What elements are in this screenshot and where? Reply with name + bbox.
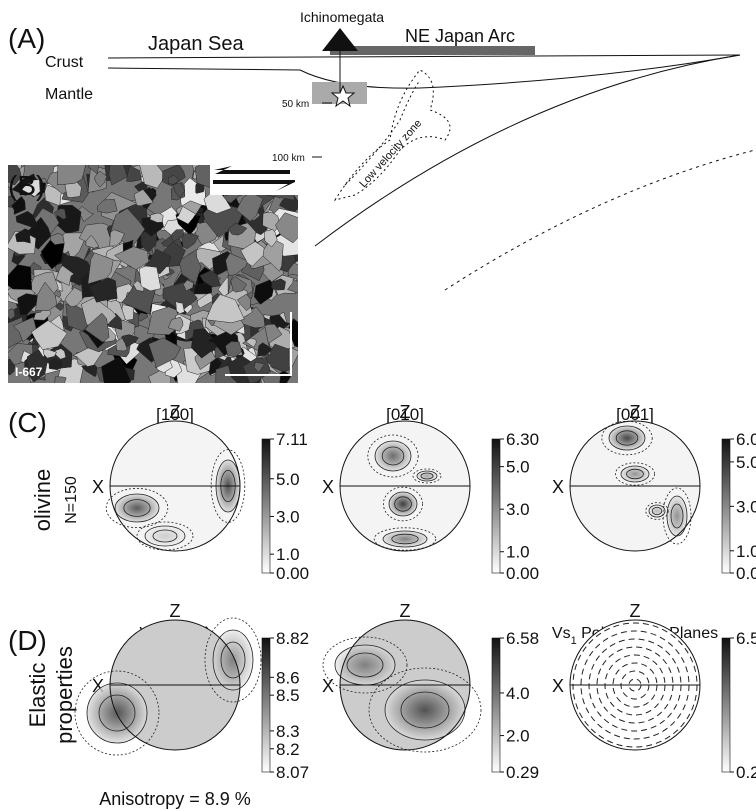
density-contour	[145, 526, 185, 546]
colorbar-label: 5.0	[506, 458, 530, 477]
colorbar-label: 0.29	[736, 763, 756, 782]
axis-label: Z	[630, 402, 641, 422]
panel-label: (C)	[8, 407, 47, 438]
moho	[108, 55, 740, 88]
colorbar-label: 5.0	[736, 453, 756, 472]
colorbar-label: 2.0	[506, 727, 530, 746]
density-contour	[385, 680, 465, 740]
axis-label: Z	[170, 601, 181, 621]
grain	[55, 377, 67, 388]
depth-label: 100 km	[272, 153, 305, 164]
axis-label: X	[552, 676, 564, 696]
zone-label: Low velocity zone	[357, 117, 424, 190]
colorbar	[492, 439, 500, 573]
density-contour	[667, 496, 687, 536]
title-part: Vs	[552, 625, 571, 642]
crust-top	[108, 55, 740, 58]
density-contour	[389, 492, 417, 516]
axis-label: Z	[400, 601, 411, 621]
axis-label: Z	[630, 601, 641, 621]
axis-label: X	[92, 477, 104, 497]
colorbar-label: 1.0	[506, 543, 530, 562]
colorbar-label: 3.0	[506, 500, 530, 519]
figure: (A) Ichinomegata Japan Sea NE Japan Arc …	[0, 0, 756, 811]
colorbar	[262, 638, 270, 772]
colorbar-label: 6.03	[736, 430, 756, 449]
density-contour	[375, 441, 411, 471]
panel-label: (D)	[8, 625, 47, 656]
density-contour	[417, 471, 437, 481]
row-label: properties	[52, 646, 77, 744]
panel-label: (B)	[8, 170, 45, 201]
layer-label: Mantle	[45, 86, 93, 103]
panel-label: (A)	[8, 23, 45, 54]
slab-bottom	[445, 150, 755, 290]
sample-label: I-667	[15, 365, 43, 379]
axis-label: Z	[170, 402, 181, 422]
colorbar-label: 1.0	[276, 545, 300, 564]
volcano-label: Ichinomegata	[300, 9, 384, 25]
colorbar-label: 5.0	[276, 470, 300, 489]
count-label: N=150	[63, 476, 80, 524]
colorbar-label: 8.2	[276, 740, 300, 759]
axis-label: X	[322, 477, 334, 497]
arc-bar	[330, 46, 535, 55]
density-contour	[621, 466, 649, 482]
axis-label: X	[322, 676, 334, 696]
colorbar-label: 8.07	[276, 763, 309, 782]
colorbar-label: 4.0	[506, 684, 530, 703]
panel-b: (B) I-667	[0, 148, 308, 397]
density-contour	[609, 426, 645, 450]
colorbar-label: 0.00	[276, 564, 309, 583]
anisotropy-label: Anisotropy = 8.9 %	[99, 789, 251, 809]
colorbar-label: 0.29	[506, 763, 539, 782]
colorbar-label: 8.5	[276, 686, 300, 705]
colorbar	[262, 439, 270, 573]
row-label: olivine	[30, 469, 55, 531]
colorbar-label: 8.6	[276, 668, 300, 687]
region-label: NE Japan Arc	[405, 26, 515, 46]
colorbar-label: 6.30	[506, 430, 539, 449]
colorbar-label: 1.0	[736, 542, 756, 561]
colorbar-label: 6.58	[506, 629, 539, 648]
volcano-icon	[322, 28, 358, 51]
colorbar-label: 3.0	[276, 507, 300, 526]
colorbar-label: 8.3	[276, 722, 300, 741]
colorbar-label: 6.58	[736, 629, 756, 648]
depth-label: 50 km	[282, 99, 309, 110]
density-contour	[335, 645, 395, 685]
slab	[315, 55, 740, 246]
density-contour	[649, 505, 665, 517]
colorbar-label: 7.11	[276, 430, 308, 449]
colorbar-label: 0.00	[736, 564, 756, 583]
row-label: Elastic	[25, 663, 50, 728]
layer-label: Crust	[45, 54, 84, 71]
axis-label: X	[552, 477, 564, 497]
colorbar	[722, 638, 730, 772]
region-label: Japan Sea	[148, 33, 245, 55]
colorbar-label: 3.0	[736, 497, 756, 516]
colorbar-label: 0.00	[506, 564, 539, 583]
density-contour	[87, 683, 147, 743]
colorbar	[492, 638, 500, 772]
density-contour	[115, 494, 159, 522]
colorbar-label: 8.82	[276, 629, 309, 648]
axis-label: Z	[400, 402, 411, 422]
density-contour	[213, 630, 253, 690]
density-contour	[383, 531, 427, 547]
colorbar	[722, 439, 730, 573]
